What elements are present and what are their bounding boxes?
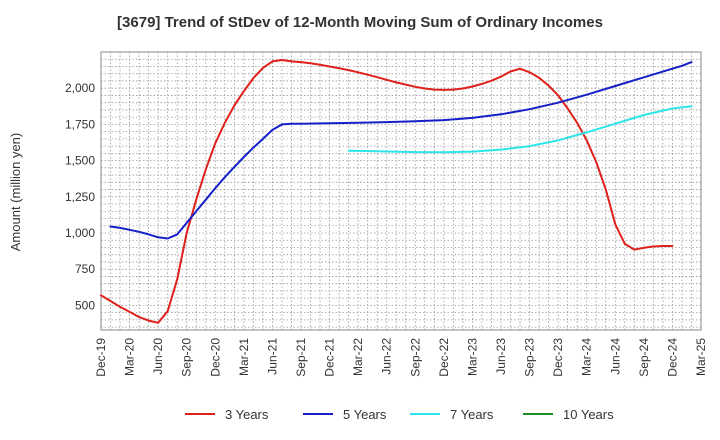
x-tick-label: Jun-24 — [608, 338, 622, 375]
x-tick-label: Mar-23 — [465, 338, 479, 376]
series-line-3-years — [100, 59, 674, 324]
legend: 3 Years 5 Years 7 Years 10 Years — [185, 407, 614, 422]
grid-layer — [100, 51, 702, 331]
x-tick-label: Dec-20 — [208, 338, 222, 377]
x-tick-label: Sep-23 — [523, 338, 537, 377]
y-axis-title: Amount (million yen) — [8, 133, 23, 252]
axis-layer: 500 750 1,000 1,250 1,500 1,750 2,000 Dec-19 Mar… — [65, 81, 708, 377]
x-tick-label: Dec-19 — [94, 338, 108, 377]
y-tick-label: 500 — [75, 298, 95, 312]
legend-label: 5 Years — [343, 407, 387, 422]
plot-frame — [100, 51, 702, 331]
x-tick-label: Mar-20 — [123, 338, 137, 376]
chart-title: [3679] Trend of StDev of 12-Month Moving… — [117, 14, 603, 31]
x-tick-label: Jun-21 — [265, 338, 279, 375]
legend-label: 3 Years — [225, 407, 269, 422]
x-tick-label: Mar-24 — [580, 338, 594, 376]
series-line-7-years — [347, 105, 693, 154]
x-tick-label: Sep-21 — [294, 338, 308, 377]
x-tick-label: Dec-23 — [551, 338, 565, 377]
legend-label: 7 Years — [450, 407, 494, 422]
x-tick-label: Mar-21 — [237, 338, 251, 376]
legend-label: 10 Years — [563, 407, 614, 422]
x-tick-label: Jun-23 — [494, 338, 508, 375]
x-tick-label: Dec-24 — [665, 338, 679, 377]
y-tick-label: 750 — [75, 262, 95, 276]
y-tick-label: 1,750 — [65, 117, 95, 131]
x-tick-label: Jun-20 — [151, 338, 165, 375]
x-tick-label: Mar-25 — [694, 338, 708, 376]
x-tick-label: Sep-22 — [408, 338, 422, 377]
x-tick-label: Mar-22 — [351, 338, 365, 376]
x-tick-label: Sep-20 — [180, 338, 194, 377]
series-layer — [100, 59, 693, 324]
y-tick-label: 2,000 — [65, 81, 95, 95]
x-tick-label: Jun-22 — [380, 338, 394, 375]
x-tick-label: Sep-24 — [637, 338, 651, 377]
y-tick-label: 1,500 — [65, 154, 95, 168]
series-line-5-years — [109, 61, 693, 240]
x-tick-label: Dec-21 — [323, 338, 337, 377]
y-tick-label: 1,250 — [65, 190, 95, 204]
x-tick-label: Dec-22 — [437, 338, 451, 377]
y-tick-label: 1,000 — [65, 226, 95, 240]
